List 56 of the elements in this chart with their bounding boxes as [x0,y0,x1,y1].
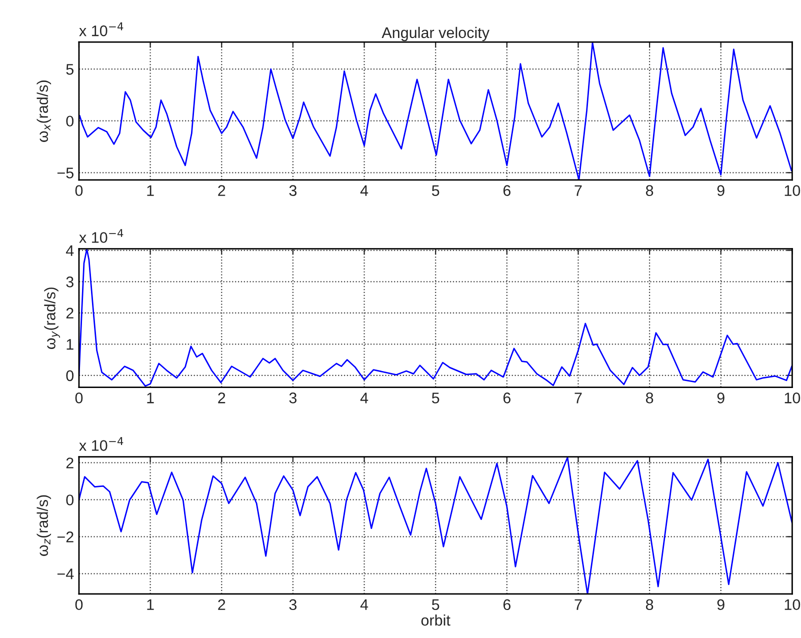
line-series [78,42,792,180]
x-tick-label: 0 [75,392,83,404]
x-tick-label: 7 [574,392,582,404]
x-tick-label: 5 [432,185,440,196]
x-tick-label: 9 [717,185,724,196]
line-series [78,456,792,594]
x-tick-label: 3 [289,599,297,610]
x-tick-label: 6 [503,392,510,404]
x-tick-label: 2 [218,185,226,196]
chart-title: Angular velocity [382,26,490,42]
y-tick-label: 5 [66,64,74,75]
text: x 10$^{−4}$ [79,229,124,243]
x-axis-title: orbit [421,614,450,626]
x-tick-label: 0 [75,599,83,610]
text: x 10$^{−4}$ [79,437,124,451]
x-tick-label: 4 [360,392,368,404]
y-axis-title: ω$_{z}$(rad/s) [36,495,52,556]
x-tick-label: 9 [717,392,724,404]
y-tick-label: 0 [66,370,74,382]
y-axis-title: ω$_{x}$(rad/s) [36,80,52,142]
y-tick-label: 3 [66,276,74,288]
x-tick-label: 8 [646,392,654,404]
y-tick-label: 2 [66,308,74,318]
y-tick-label: 4 [66,245,74,256]
line-series [78,248,792,387]
x-tick-label: 8 [646,599,654,610]
x-tick-label: 5 [432,599,440,610]
x-tick-label: 7 [574,185,582,196]
x-tick-label: 9 [717,599,724,610]
x-tick-label: 3 [289,392,297,404]
y-tick-label: −5 [57,168,74,178]
x-tick-label: 3 [289,185,297,196]
x-tick-label: 4 [360,599,368,610]
x-tick-label: 1 [147,392,154,404]
x-tick-label: 10 [784,185,800,196]
y-tick-label: −4 [57,568,74,580]
x-tick-label: 2 [218,599,226,610]
x-tick-label: 2 [218,392,226,404]
x-tick-label: 8 [646,185,654,196]
text: x 10$^{−4}$ [79,22,124,36]
y-axis-title: ω$_{y}$(rad/s) [44,288,60,349]
x-tick-label: 7 [574,599,582,610]
y-tick-label: 0 [66,494,74,506]
x-tick-label: 4 [360,185,368,196]
x-tick-label: 6 [503,599,510,610]
y-tick-label: 0 [66,116,74,127]
y-tick-label: 1 [66,339,74,350]
x-tick-label: 0 [75,185,83,196]
x-tick-label: 10 [784,392,800,404]
x-tick-label: 1 [147,599,154,610]
y-tick-label: 2 [66,458,74,468]
x-tick-label: 5 [432,392,440,404]
x-tick-label: 10 [784,599,800,610]
x-tick-label: 6 [503,185,510,196]
y-tick-label: −2 [57,532,74,542]
x-tick-label: 1 [147,185,154,196]
